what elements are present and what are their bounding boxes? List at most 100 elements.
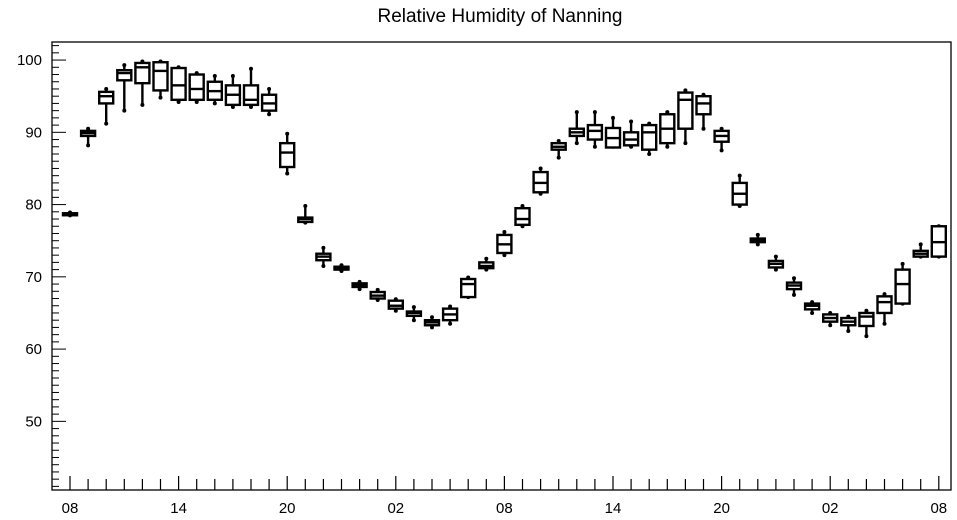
x-tick-label: 20 bbox=[713, 500, 730, 517]
box-plot bbox=[803, 300, 821, 315]
min-marker bbox=[158, 95, 163, 100]
box-plot bbox=[695, 92, 712, 131]
box-plot bbox=[206, 73, 224, 106]
box-iqr bbox=[152, 61, 169, 92]
box-iqr bbox=[894, 268, 911, 305]
x-tick-label: 14 bbox=[170, 500, 187, 517]
box-iqr bbox=[116, 68, 133, 82]
box-plot bbox=[351, 279, 368, 292]
max-marker bbox=[212, 73, 217, 78]
min-marker bbox=[212, 101, 217, 106]
box-plot bbox=[116, 63, 133, 113]
max-marker bbox=[430, 315, 434, 320]
min-marker bbox=[267, 112, 272, 117]
box-plot bbox=[224, 73, 242, 110]
max-marker bbox=[303, 204, 308, 209]
min-marker bbox=[86, 143, 91, 148]
box-plot bbox=[677, 88, 694, 146]
x-axis: 08 14 20 02 08 14 20 02 08 bbox=[62, 476, 947, 517]
box-plot bbox=[767, 254, 785, 272]
y-tick-label: 50 bbox=[25, 413, 42, 430]
box-iqr bbox=[97, 90, 115, 105]
box-plot bbox=[930, 224, 947, 259]
y-tick-label: 70 bbox=[25, 269, 42, 286]
box-plot bbox=[242, 66, 260, 110]
x-tick-label: 14 bbox=[605, 500, 622, 517]
box-iqr bbox=[460, 277, 477, 299]
y-axis: 50 60 70 80 90 100 bbox=[17, 45, 66, 487]
min-marker bbox=[321, 264, 326, 268]
max-marker bbox=[574, 110, 579, 115]
max-marker bbox=[918, 242, 923, 247]
box-plot bbox=[532, 166, 549, 196]
box-plot bbox=[586, 110, 604, 149]
box-plot bbox=[478, 256, 495, 272]
box-plot bbox=[731, 173, 748, 209]
box-iqr bbox=[858, 311, 875, 328]
box-plot bbox=[876, 292, 893, 326]
box-plot bbox=[858, 308, 875, 339]
box-plot bbox=[369, 287, 386, 302]
box-plot bbox=[460, 275, 477, 300]
box-plot bbox=[912, 242, 929, 259]
max-marker bbox=[411, 305, 416, 310]
box-iqr bbox=[677, 91, 694, 130]
box-plot bbox=[659, 110, 676, 149]
min-marker bbox=[701, 126, 706, 131]
max-marker bbox=[321, 245, 326, 250]
x-tick-label: 02 bbox=[387, 500, 404, 517]
box-plot bbox=[279, 131, 296, 176]
min-marker bbox=[810, 310, 815, 315]
min-marker bbox=[665, 144, 670, 149]
box-iqr bbox=[514, 206, 531, 227]
max-marker bbox=[773, 254, 778, 259]
box-plot bbox=[297, 204, 314, 225]
min-marker bbox=[846, 329, 851, 334]
max-marker bbox=[285, 131, 290, 136]
box-plot bbox=[333, 263, 350, 274]
min-marker bbox=[647, 152, 652, 156]
max-marker bbox=[538, 166, 543, 171]
x-tick-label: 20 bbox=[279, 500, 296, 517]
max-marker bbox=[104, 86, 109, 91]
y-tick-label: 90 bbox=[25, 124, 42, 141]
y-tick-label: 100 bbox=[17, 52, 42, 69]
max-marker bbox=[755, 232, 760, 237]
y-tick-label: 80 bbox=[25, 197, 42, 214]
max-marker bbox=[592, 110, 597, 115]
box-iqr bbox=[641, 123, 658, 151]
box-plot bbox=[260, 86, 278, 117]
box-plot bbox=[315, 245, 332, 268]
max-marker bbox=[230, 73, 235, 78]
box-plot bbox=[550, 138, 567, 160]
box-iqr bbox=[188, 73, 205, 102]
box-series bbox=[61, 59, 947, 339]
min-marker bbox=[411, 318, 416, 323]
box-plot bbox=[61, 210, 79, 218]
plot-frame bbox=[51, 41, 952, 491]
box-plot bbox=[894, 261, 911, 306]
max-marker bbox=[122, 63, 127, 68]
min-marker bbox=[683, 141, 688, 146]
box-plot bbox=[514, 204, 531, 229]
box-plot bbox=[152, 59, 169, 100]
min-marker bbox=[122, 108, 127, 113]
x-tick-label: 08 bbox=[496, 500, 513, 517]
box-iqr bbox=[586, 123, 604, 141]
box-plot bbox=[188, 71, 205, 104]
box-plot bbox=[568, 110, 585, 146]
max-marker bbox=[611, 115, 615, 120]
max-marker bbox=[792, 276, 796, 281]
box-iqr bbox=[170, 66, 187, 102]
min-marker bbox=[592, 144, 597, 149]
box-plot bbox=[441, 304, 459, 326]
box-plot bbox=[170, 65, 187, 104]
box-plot bbox=[423, 315, 441, 330]
min-marker bbox=[448, 321, 453, 326]
max-marker bbox=[900, 261, 905, 266]
box-plot bbox=[785, 276, 803, 297]
min-marker bbox=[285, 171, 290, 176]
box-plot bbox=[97, 86, 115, 126]
box-iqr bbox=[279, 141, 296, 169]
